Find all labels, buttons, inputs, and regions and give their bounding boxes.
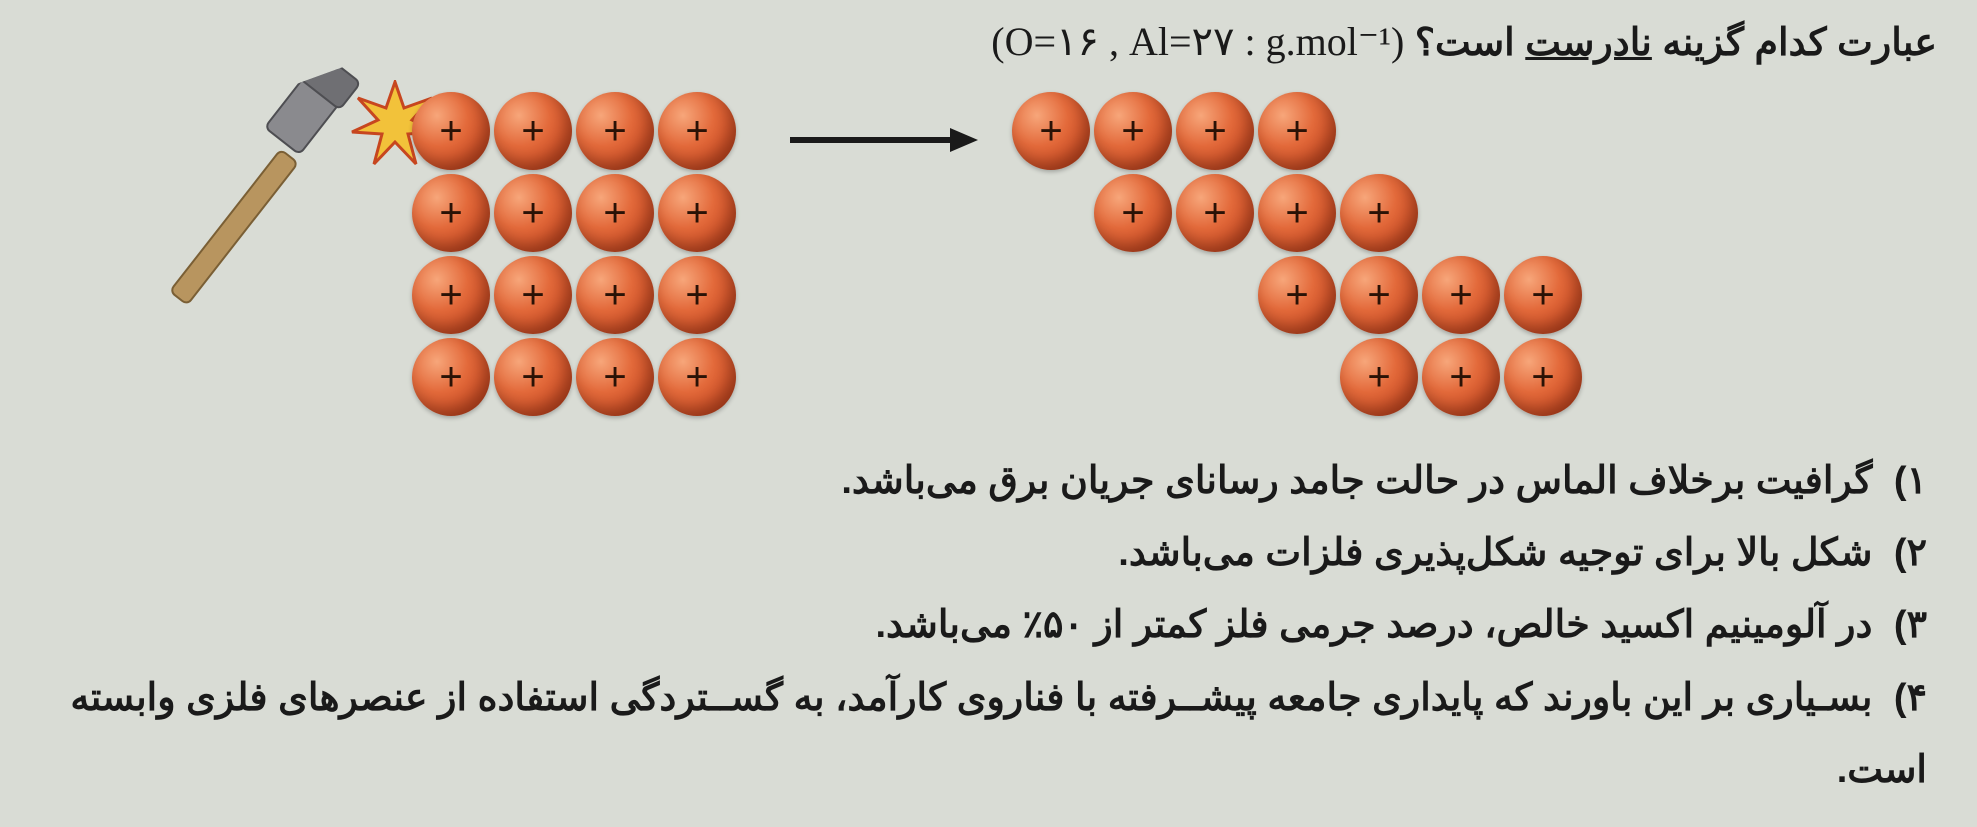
option-number: ۳) xyxy=(1883,589,1927,661)
table-row xyxy=(410,254,738,336)
question-prefix: عبارت کدام گزینه xyxy=(1652,22,1937,64)
table-row xyxy=(410,336,738,418)
option-4: ۴) بسـیاری بر این باورند که پایداری جامع… xyxy=(40,662,1927,806)
ion-grid-before xyxy=(410,90,738,418)
malleability-diagram xyxy=(140,80,1560,430)
question-formula: (O=۱۶ , Al=۲۷ : g.mol⁻¹) xyxy=(991,19,1404,64)
option-text: بسـیاری بر این باورند که پایداری جامعه پ… xyxy=(70,677,1927,791)
question-underlined: نادرست xyxy=(1525,22,1652,64)
option-text: در آلومینیم اکسید خالص، درصد جرمی فلز کم… xyxy=(875,604,1872,646)
table-row xyxy=(1010,336,1584,418)
answer-options: ۱) گرافیت برخلاف الماس در حالت جامد رسان… xyxy=(40,445,1927,806)
arrow-icon xyxy=(780,120,980,160)
option-number: ۲) xyxy=(1883,517,1927,589)
ion-grid-after xyxy=(1010,90,1584,418)
table-row xyxy=(410,90,738,172)
option-text: گرافیت برخلاف الماس در حالت جامد رسانای … xyxy=(841,460,1872,502)
option-number: ۴) xyxy=(1883,662,1927,734)
option-3: ۳) در آلومینیم اکسید خالص، درصد جرمی فلز… xyxy=(40,589,1927,661)
table-row xyxy=(1010,172,1584,254)
option-1: ۱) گرافیت برخلاف الماس در حالت جامد رسان… xyxy=(40,445,1927,517)
table-row xyxy=(410,172,738,254)
table-row xyxy=(1010,90,1584,172)
question-text: عبارت کدام گزینه نادرست است؟ (O=۱۶ , Al=… xyxy=(40,18,1937,65)
option-number: ۱) xyxy=(1883,445,1927,517)
option-2: ۲) شکل بالا برای توجیه شکل‌پذیری فلزات م… xyxy=(40,517,1927,589)
table-row xyxy=(1010,254,1584,336)
question-suffix: است؟ xyxy=(1404,22,1525,64)
option-text: شکل بالا برای توجیه شکل‌پذیری فلزات می‌ب… xyxy=(1118,532,1872,574)
